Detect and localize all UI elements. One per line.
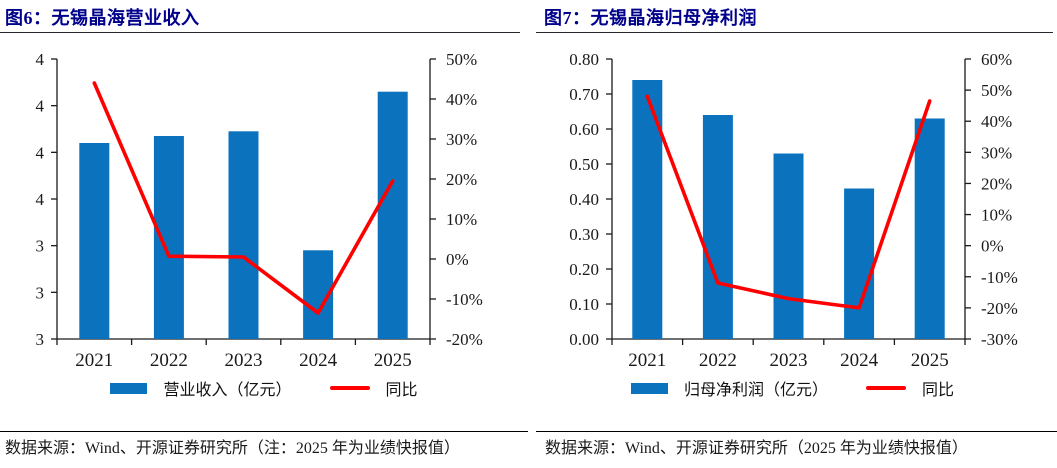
left-axis-label: 0.80 bbox=[569, 50, 599, 69]
line-legend-label: 同比 bbox=[922, 382, 955, 399]
x-axis-label: 2021 bbox=[628, 350, 666, 371]
right-axis-label: 30% bbox=[981, 143, 1012, 162]
figure7-legend: 归母净利润（亿元） 同比 bbox=[528, 375, 1057, 401]
revenue-chart: 4 4 4 4 3 3 3 50% 40% 30% 20% 10% 0% -10% -20% 2021 2022… bbox=[36, 50, 483, 371]
x-axis-label: 2023 bbox=[225, 350, 263, 371]
x-axis-label: 2025 bbox=[374, 350, 412, 371]
line-legend-swatch bbox=[329, 386, 370, 390]
bar-2023 bbox=[773, 153, 804, 339]
bar-2024 bbox=[844, 188, 875, 339]
left-axis-label: 0.00 bbox=[569, 330, 599, 349]
figure7-source-note: 数据来源：Wind、开源证券研究所（2025 年为业绩快报值） bbox=[536, 431, 1057, 468]
right-axis-label: 20% bbox=[981, 174, 1012, 193]
line-legend-swatch bbox=[866, 386, 906, 390]
bar-legend-label: 归母净利润（亿元） bbox=[683, 382, 828, 399]
left-axis-label: 0.60 bbox=[569, 120, 599, 139]
x-axis-label: 2022 bbox=[150, 350, 188, 371]
left-axis-label: 0.40 bbox=[569, 190, 599, 209]
right-axis-label: -20% bbox=[981, 299, 1018, 318]
x-axis-label: 2025 bbox=[911, 350, 949, 371]
right-axis-label: 0% bbox=[446, 250, 469, 269]
figure6-source-note: 数据来源：Wind、开源证券研究所（注：2025 年为业绩快报值） bbox=[0, 431, 528, 468]
figure7-panel: 图7：无锡晶海归母净利润 0.80 0.70 0.60 0.50 0.40 0.30 0.2… bbox=[528, 0, 1057, 468]
left-axis-label: 0.50 bbox=[569, 155, 599, 174]
left-axis-label: 0.20 bbox=[569, 260, 599, 279]
bar-2025 bbox=[377, 91, 408, 339]
bar-legend-swatch bbox=[630, 382, 668, 394]
right-axis-label: 30% bbox=[446, 130, 477, 149]
right-axis-label: 60% bbox=[981, 50, 1012, 69]
right-axis-label: 50% bbox=[446, 50, 477, 69]
x-axis-label: 2023 bbox=[770, 350, 808, 371]
left-axis-label: 0.70 bbox=[569, 85, 599, 104]
left-axis-label: 4 bbox=[36, 190, 45, 209]
yoy-line bbox=[92, 81, 395, 315]
bar-2021 bbox=[632, 80, 663, 339]
left-axis-label: 4 bbox=[36, 143, 45, 162]
left-axis-label: 3 bbox=[36, 283, 45, 302]
left-axis-label: 4 bbox=[36, 50, 45, 69]
left-axis-label: 3 bbox=[36, 237, 45, 256]
bar-2022 bbox=[702, 115, 733, 339]
figure7-title: 图7：无锡晶海归母净利润 bbox=[536, 0, 1053, 33]
bar-legend-swatch bbox=[110, 382, 148, 394]
right-axis-label: -10% bbox=[446, 290, 483, 309]
right-axis-label: 10% bbox=[446, 210, 477, 229]
right-axis-label: 20% bbox=[446, 170, 477, 189]
right-axis-label: -10% bbox=[981, 268, 1018, 287]
line-legend-label: 同比 bbox=[385, 382, 418, 399]
x-axis-label: 2021 bbox=[75, 350, 113, 371]
right-axis-label: 40% bbox=[446, 90, 477, 109]
figure6-panel: 图6：无锡晶海营业收入 4 4 4 4 3 3 3 50% 40% 30% 20% 10% 0% -10%… bbox=[0, 0, 528, 468]
right-axis-label: 0% bbox=[981, 237, 1004, 256]
bar-2025 bbox=[914, 118, 945, 339]
bar-2021 bbox=[79, 143, 110, 339]
left-axis-label: 0.30 bbox=[569, 225, 599, 244]
net-profit-chart: 0.80 0.70 0.60 0.50 0.40 0.30 0.20 0.10 0.00 60% 5… bbox=[569, 50, 1018, 371]
left-axis-label: 0.10 bbox=[569, 295, 599, 314]
bar-2023 bbox=[228, 131, 259, 339]
right-axis-label: 50% bbox=[981, 81, 1012, 100]
bar-2022 bbox=[153, 136, 184, 339]
x-axis-label: 2022 bbox=[699, 350, 737, 371]
figure6-title: 图6：无锡晶海营业收入 bbox=[0, 0, 520, 33]
bar-legend-label: 营业收入（亿元） bbox=[163, 382, 292, 399]
yoy-line bbox=[645, 94, 932, 310]
figure6-legend: 营业收入（亿元） 同比 bbox=[0, 375, 528, 401]
x-axis-label: 2024 bbox=[840, 350, 879, 371]
right-axis-label: 40% bbox=[981, 112, 1012, 131]
left-axis-label: 4 bbox=[36, 97, 45, 116]
left-axis-label: 3 bbox=[36, 330, 45, 349]
right-axis-label: -30% bbox=[981, 330, 1018, 349]
right-axis-label: 10% bbox=[981, 206, 1012, 225]
x-axis-label: 2024 bbox=[299, 350, 338, 371]
right-axis-label: -20% bbox=[446, 330, 483, 349]
